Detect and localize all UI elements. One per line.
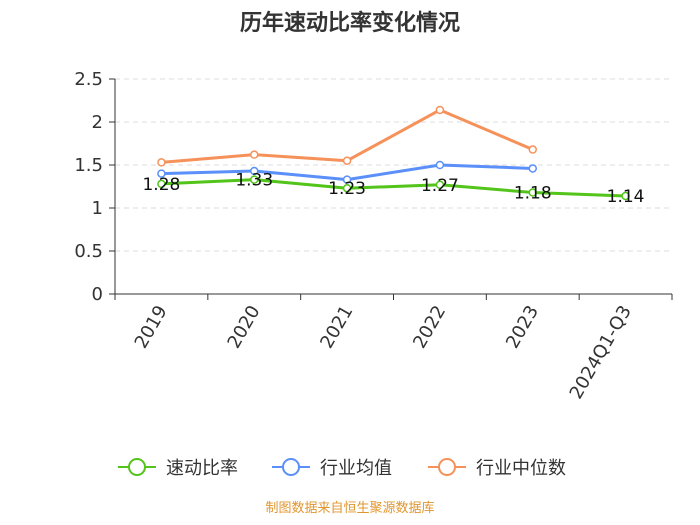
series-point-1: [528, 164, 537, 173]
series-point-2: [342, 156, 352, 165]
series-point-2: [435, 105, 445, 115]
x-tick-label: 2024Q1-Q3: [566, 302, 636, 403]
data-label: 1.33: [235, 171, 273, 191]
x-tick-label: 2023: [502, 302, 543, 352]
y-tick-label: 2: [92, 112, 103, 133]
x-tick-label: 2022: [409, 302, 450, 352]
series-line-0: [161, 178, 626, 198]
series-point-1: [250, 166, 259, 176]
legend-label: 速动比率: [166, 458, 238, 479]
legend-swatch-marker: [438, 458, 456, 476]
series-point-1: [157, 169, 166, 178]
series-point-1: [435, 160, 445, 170]
y-tick-label: 0: [92, 284, 103, 305]
x-tick-label: 2020: [223, 302, 264, 352]
series-point-2: [157, 158, 166, 167]
source-note: 制图数据来自恒生聚源数据库: [265, 500, 434, 516]
plot-area: [157, 105, 630, 201]
legend-label: 行业均值: [320, 458, 392, 479]
axes: 0 0.5 1 1.5 2 2.5 2019 2020 2021 2022 2023 2024Q1-Q…: [74, 69, 673, 403]
grid: [115, 78, 672, 252]
legend-swatch-marker: [128, 458, 146, 476]
series-point-1: [342, 175, 352, 184]
data-label: 1.14: [607, 187, 645, 207]
y-tick-label: 1.5: [74, 155, 103, 176]
series-point-2: [250, 150, 259, 159]
series-point-0: [621, 191, 630, 201]
series-point-0: [435, 180, 445, 190]
series-point-0: [157, 179, 166, 189]
chart-title: 历年速动比率变化情况: [240, 10, 460, 36]
series-line-2: [161, 108, 534, 164]
y-tick-label: 2.5: [74, 69, 103, 90]
data-label: 1.23: [328, 179, 366, 199]
legend-swatch-marker: [282, 458, 300, 476]
y-tick-label: 1: [92, 198, 103, 219]
series-point-0: [250, 175, 259, 184]
legend: 速动比率 行业均值 行业中位数: [118, 458, 566, 479]
data-label: 1.18: [514, 184, 552, 204]
series-point-0: [342, 183, 352, 193]
data-labels: 1.28 1.33 1.23 1.27 1.18 1.14: [142, 171, 644, 207]
series-point-2: [528, 145, 537, 154]
legend-label: 行业中位数: [476, 458, 566, 479]
x-tick-label: 2021: [316, 302, 357, 352]
x-tick-label: 2019: [131, 302, 172, 352]
series-point-0: [528, 188, 537, 197]
data-label: 1.27: [421, 176, 459, 196]
y-tick-label: 0.5: [74, 241, 103, 262]
data-label: 1.28: [142, 175, 180, 195]
